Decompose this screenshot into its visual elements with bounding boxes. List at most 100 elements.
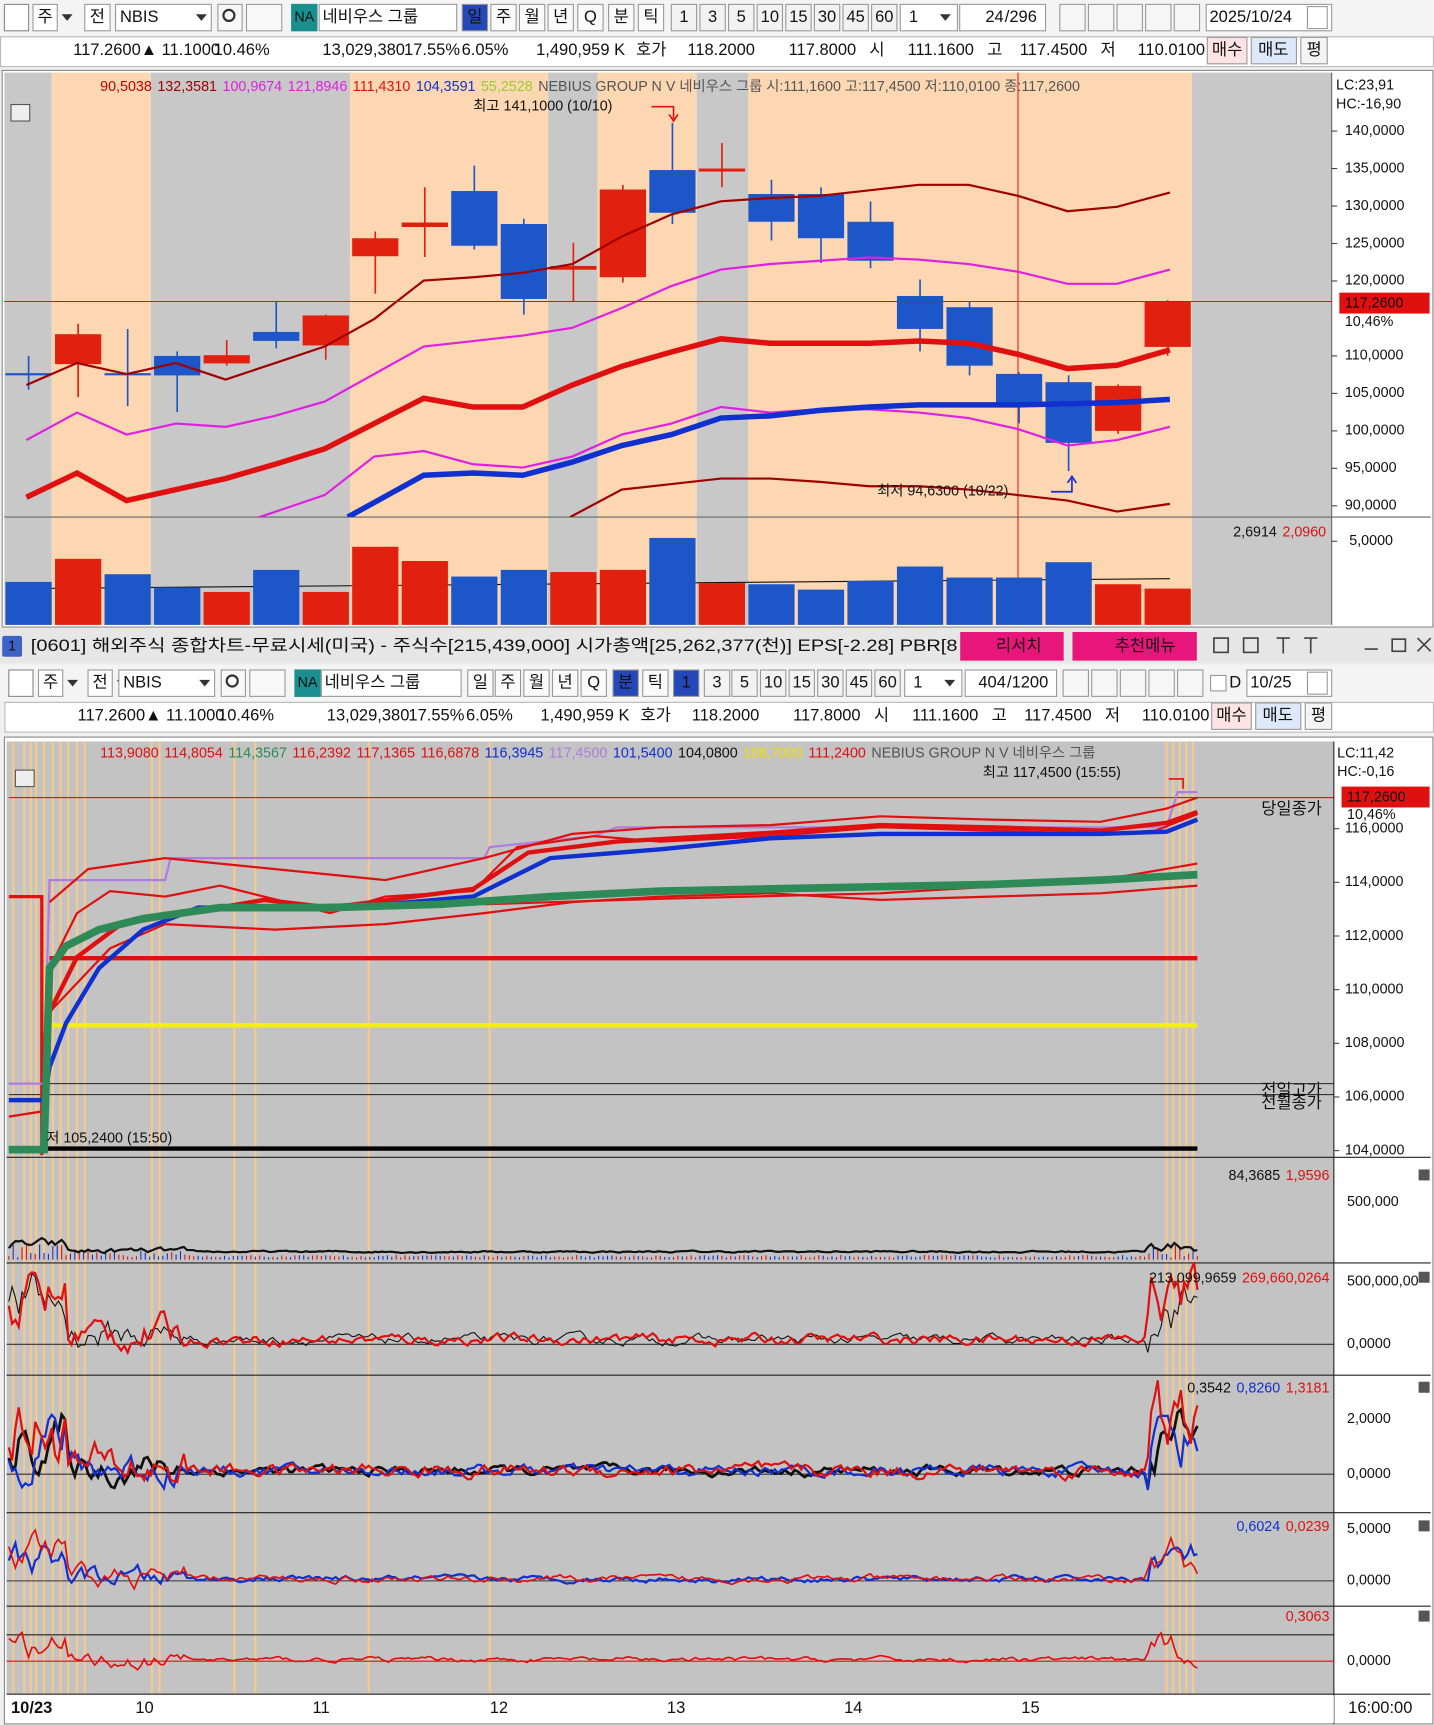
button[interactable] xyxy=(637,3,665,32)
button[interactable] xyxy=(494,669,522,697)
tool-icon[interactable] xyxy=(1145,3,1172,32)
research-button[interactable] xyxy=(960,632,1064,661)
sound-button[interactable] xyxy=(245,3,283,32)
page-field[interactable] xyxy=(964,669,1058,697)
button[interactable] xyxy=(672,669,700,697)
panel-legend: 0,3063 xyxy=(1286,1609,1330,1625)
recommend-button[interactable] xyxy=(1072,632,1197,661)
button[interactable] xyxy=(845,669,873,697)
panel-legend-part: 269,660,0264 xyxy=(1242,1270,1330,1286)
search-button[interactable] xyxy=(220,669,246,697)
indicator-line xyxy=(8,1630,1198,1671)
interval-button: 일 xyxy=(467,7,482,26)
button[interactable] xyxy=(699,3,726,32)
tool-icon[interactable] xyxy=(1091,669,1118,697)
interval-button: 월 xyxy=(529,673,544,692)
page-count: 404 xyxy=(978,674,1006,692)
tool-icon[interactable] xyxy=(1087,3,1115,32)
button[interactable] xyxy=(813,3,841,32)
name-field[interactable] xyxy=(318,3,458,32)
window-number: 1 xyxy=(8,639,16,655)
page-field[interactable] xyxy=(959,3,1047,32)
quote-item: 13,029,380 xyxy=(327,707,410,725)
button[interactable] xyxy=(842,3,869,32)
button[interactable] xyxy=(788,669,815,697)
window-number-bg xyxy=(2,635,23,657)
panel-button[interactable] xyxy=(1418,1271,1430,1283)
tool-icon[interactable] xyxy=(1062,669,1089,697)
y-tick-label: 110,0000 xyxy=(1345,981,1404,997)
button[interactable] xyxy=(32,3,58,32)
tool-icon[interactable] xyxy=(1173,3,1201,32)
button[interactable] xyxy=(84,3,111,32)
chart2-legend-part: 108,7000 xyxy=(743,745,803,761)
code-input[interactable] xyxy=(115,3,212,32)
button[interactable] xyxy=(577,3,604,32)
interval-button: 60 xyxy=(878,674,896,692)
sound-button[interactable] xyxy=(249,669,286,697)
button[interactable] xyxy=(551,669,579,697)
avg-button[interactable] xyxy=(1304,702,1333,730)
calendar-button[interactable] xyxy=(1306,6,1328,30)
panel-button[interactable] xyxy=(1418,1169,1430,1181)
button[interactable] xyxy=(461,3,489,32)
menu-icon[interactable] xyxy=(8,669,34,697)
panel-button[interactable] xyxy=(1418,1610,1430,1622)
button[interactable] xyxy=(467,669,494,697)
button[interactable] xyxy=(874,669,901,697)
button[interactable] xyxy=(759,669,787,697)
button[interactable] xyxy=(817,669,844,697)
sell-button[interactable] xyxy=(1255,702,1302,730)
badge xyxy=(291,3,318,32)
button[interactable] xyxy=(728,3,755,32)
buy-button[interactable] xyxy=(1206,36,1248,65)
chart2-legend: 113,9080 114,8054 114,3567 116,2392 117,1365… xyxy=(100,744,1095,761)
name-field[interactable] xyxy=(320,669,462,697)
button[interactable] xyxy=(785,3,812,32)
panel-tick-label: 500,000 xyxy=(1347,1194,1399,1210)
button[interactable] xyxy=(608,3,635,32)
button[interactable] xyxy=(703,669,731,697)
tool-icon[interactable] xyxy=(1148,669,1175,697)
quote-item: 118.2000 xyxy=(692,707,760,725)
panel-button[interactable] xyxy=(1418,1381,1430,1393)
tool-icon[interactable] xyxy=(1116,3,1143,32)
button[interactable] xyxy=(547,3,574,32)
volume-bar xyxy=(797,589,845,625)
search-button[interactable] xyxy=(217,3,243,32)
button[interactable] xyxy=(37,669,64,697)
menu-icon[interactable] xyxy=(3,3,30,32)
button[interactable] xyxy=(87,669,113,697)
button[interactable] xyxy=(871,3,898,32)
page-total: /1200 xyxy=(1007,674,1048,692)
checkbox[interactable] xyxy=(1210,674,1227,692)
chart1-legend-part: 121,8946 xyxy=(288,79,348,95)
button[interactable] xyxy=(731,669,758,697)
button[interactable] xyxy=(756,3,784,32)
button[interactable] xyxy=(580,669,607,697)
button[interactable] xyxy=(490,3,517,32)
indicator-line xyxy=(7,1261,1199,1356)
tool-icon[interactable] xyxy=(1059,3,1086,32)
button[interactable] xyxy=(612,669,639,697)
avg-button[interactable] xyxy=(1300,36,1328,65)
interval-button: 년 xyxy=(553,7,568,26)
candle-body xyxy=(797,194,845,239)
calendar-button[interactable] xyxy=(1306,671,1328,695)
button[interactable] xyxy=(523,669,550,697)
code-input[interactable] xyxy=(118,669,216,697)
button[interactable] xyxy=(670,3,698,32)
interval-button: 10 xyxy=(761,8,779,26)
indicator-panels xyxy=(7,1236,1199,1671)
button[interactable] xyxy=(642,669,669,697)
tool-icon[interactable] xyxy=(1119,669,1147,697)
button[interactable] xyxy=(518,3,546,32)
tool-icon[interactable] xyxy=(1177,669,1204,697)
interval-button: 년 xyxy=(558,673,573,692)
panel-button[interactable] xyxy=(1418,1520,1430,1532)
buy-button[interactable] xyxy=(1211,702,1252,730)
sell-button[interactable] xyxy=(1250,36,1297,65)
panel-legend: 84,3685 1,9596 xyxy=(1229,1168,1330,1184)
y-tick-label: 135,0000 xyxy=(1345,160,1405,176)
avg-label: 평 xyxy=(1306,40,1321,59)
